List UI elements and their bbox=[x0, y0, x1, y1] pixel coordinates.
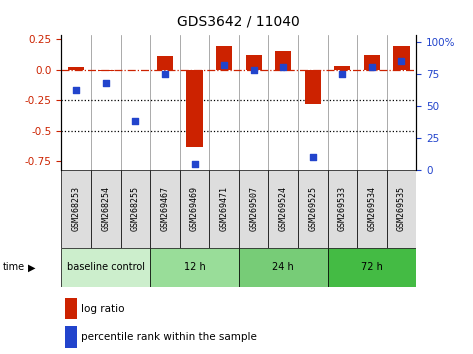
Text: baseline control: baseline control bbox=[67, 262, 145, 272]
Text: GSM269533: GSM269533 bbox=[338, 186, 347, 232]
Bar bbox=[239, 170, 269, 248]
Point bbox=[398, 58, 405, 64]
Text: GSM269524: GSM269524 bbox=[279, 186, 288, 232]
Bar bbox=[65, 326, 78, 348]
Point bbox=[191, 161, 198, 166]
Bar bbox=[157, 56, 173, 70]
Point bbox=[131, 118, 139, 124]
Bar bbox=[150, 248, 239, 287]
Bar bbox=[186, 70, 202, 147]
Point bbox=[309, 154, 316, 160]
Bar bbox=[216, 46, 232, 70]
Bar bbox=[298, 170, 327, 248]
Point bbox=[250, 67, 257, 73]
Bar bbox=[180, 170, 209, 248]
Text: GDS3642 / 11040: GDS3642 / 11040 bbox=[177, 14, 300, 28]
Bar bbox=[364, 55, 380, 70]
Text: log ratio: log ratio bbox=[81, 303, 124, 314]
Text: 72 h: 72 h bbox=[361, 262, 383, 272]
Text: time: time bbox=[2, 262, 25, 272]
Bar bbox=[209, 170, 239, 248]
Text: GSM268255: GSM268255 bbox=[131, 186, 140, 232]
Point bbox=[102, 80, 110, 86]
Bar bbox=[357, 170, 387, 248]
Text: ▶: ▶ bbox=[28, 262, 36, 272]
Bar bbox=[239, 248, 327, 287]
Text: GSM269534: GSM269534 bbox=[368, 186, 377, 232]
Bar bbox=[245, 55, 262, 70]
Bar bbox=[305, 70, 321, 104]
Text: 24 h: 24 h bbox=[272, 262, 294, 272]
Point bbox=[368, 64, 376, 70]
Bar bbox=[61, 248, 150, 287]
Text: GSM269469: GSM269469 bbox=[190, 186, 199, 232]
Bar bbox=[275, 51, 291, 70]
Bar bbox=[61, 170, 91, 248]
Text: GSM268254: GSM268254 bbox=[101, 186, 110, 232]
Point bbox=[280, 64, 287, 70]
Point bbox=[161, 71, 169, 77]
Text: GSM269471: GSM269471 bbox=[219, 186, 228, 232]
Bar bbox=[98, 70, 114, 71]
Text: GSM269535: GSM269535 bbox=[397, 186, 406, 232]
Point bbox=[220, 62, 228, 68]
Text: percentile rank within the sample: percentile rank within the sample bbox=[81, 332, 257, 342]
Point bbox=[72, 88, 80, 93]
Bar bbox=[91, 170, 121, 248]
Point bbox=[339, 71, 346, 77]
Text: GSM268253: GSM268253 bbox=[72, 186, 81, 232]
Text: GSM269507: GSM269507 bbox=[249, 186, 258, 232]
Text: 12 h: 12 h bbox=[184, 262, 205, 272]
Bar bbox=[327, 170, 357, 248]
Bar bbox=[150, 170, 180, 248]
Text: GSM269467: GSM269467 bbox=[160, 186, 169, 232]
Bar bbox=[65, 298, 78, 319]
Bar bbox=[327, 248, 416, 287]
Bar bbox=[334, 66, 350, 70]
Bar bbox=[268, 170, 298, 248]
Bar bbox=[68, 67, 84, 70]
Bar bbox=[121, 170, 150, 248]
Bar bbox=[394, 46, 410, 70]
Bar bbox=[387, 170, 416, 248]
Text: GSM269525: GSM269525 bbox=[308, 186, 317, 232]
